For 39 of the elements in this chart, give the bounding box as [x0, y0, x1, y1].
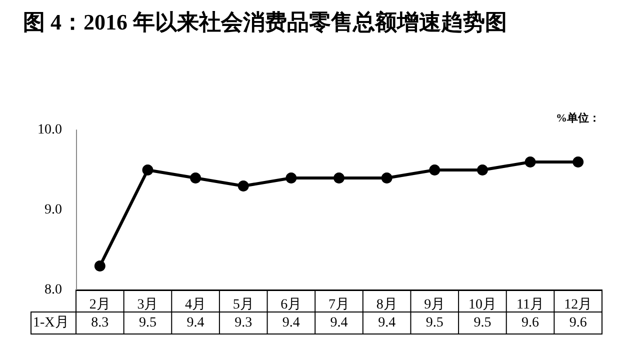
data-label: 9.5 — [138, 316, 156, 330]
x-tick-label: 8月 — [376, 298, 398, 312]
data-label: 9.5 — [474, 316, 492, 330]
point — [94, 260, 106, 272]
point — [334, 172, 344, 184]
data-label: 9.3 — [234, 316, 252, 330]
y-tick-label: 9.0 — [44, 202, 62, 218]
data-label: 9.4 — [378, 316, 396, 330]
data-label: 9.6 — [569, 316, 587, 330]
point — [190, 172, 202, 184]
x-tick-label: 7月 — [328, 298, 350, 312]
y-tick-label: 10.0 — [38, 122, 62, 138]
x-tick-label: 5月 — [232, 298, 254, 312]
point — [238, 180, 249, 192]
data-label: 9.4 — [186, 316, 204, 330]
data-label: 9.4 — [282, 316, 300, 330]
point — [429, 164, 440, 176]
point — [381, 172, 392, 184]
data-label: 8.3 — [91, 316, 109, 330]
text: 1-X月 — [33, 316, 69, 330]
x-tick-label: 9月 — [424, 298, 446, 312]
x-tick-label: 3月 — [137, 298, 158, 312]
y-tick-label: 8.0 — [44, 282, 62, 298]
text: %单位： — [556, 112, 600, 124]
x-tick-label: 2月 — [89, 298, 110, 312]
x-tick-label: 11月 — [516, 298, 544, 312]
point — [142, 164, 154, 176]
x-tick-label: 6月 — [280, 298, 302, 312]
x-tick-label: 12月 — [564, 298, 592, 312]
x-tick-label: 4月 — [185, 298, 206, 312]
x-tick-label: 10月 — [468, 298, 496, 312]
data-label: 9.6 — [522, 316, 540, 330]
data-label: 9.5 — [426, 316, 444, 330]
data-label: 9.4 — [330, 316, 348, 330]
point — [286, 172, 297, 184]
point — [572, 156, 584, 168]
point — [476, 164, 488, 176]
chart-title: 图 4：2016 年以来社会消费品零售总额增速趋势图 — [23, 10, 507, 34]
point — [524, 156, 536, 168]
